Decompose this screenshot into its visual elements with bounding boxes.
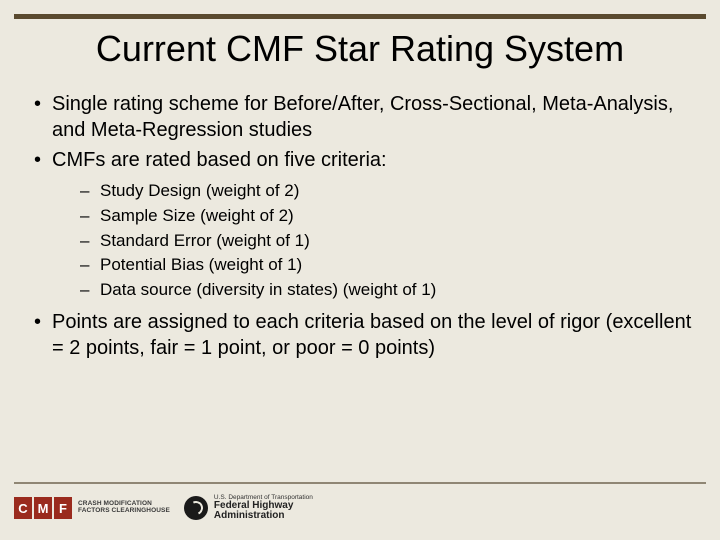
cmf-logo: C M F CRASH MODIFICATION FACTORS CLEARIN… [14, 497, 170, 519]
top-accent-bar [14, 14, 706, 19]
main-bullet-list: Single rating scheme for Before/After, C… [28, 91, 692, 360]
cmf-logo-caption: CRASH MODIFICATION FACTORS CLEARINGHOUSE [78, 501, 170, 515]
footer: C M F CRASH MODIFICATION FACTORS CLEARIN… [14, 482, 706, 526]
slide-title: Current CMF Star Rating System [28, 28, 692, 69]
criteria-item: Study Design (weight of 2) [78, 179, 692, 204]
slide-content: Current CMF Star Rating System Single ra… [0, 28, 720, 365]
bullet-item: Points are assigned to each criteria bas… [28, 309, 692, 361]
bullet-item: Single rating scheme for Before/After, C… [28, 91, 692, 143]
cmf-caption-line: FACTORS CLEARINGHOUSE [78, 508, 170, 515]
cmf-letter: M [34, 497, 52, 519]
criteria-item: Data source (diversity in states) (weigh… [78, 278, 692, 303]
criteria-item: Standard Error (weight of 1) [78, 229, 692, 254]
fhwa-logo: U.S. Department of Transportation Federa… [184, 495, 313, 522]
fhwa-line: Administration [214, 511, 313, 521]
bullet-item: CMFs are rated based on five criteria: S… [28, 147, 692, 302]
bullet-text: CMFs are rated based on five criteria: [52, 149, 387, 171]
cmf-letter: C [14, 497, 32, 519]
criteria-item: Potential Bias (weight of 1) [78, 253, 692, 278]
cmf-logo-boxes: C M F [14, 497, 72, 519]
criteria-list: Study Design (weight of 2) Sample Size (… [78, 179, 692, 302]
criteria-item: Sample Size (weight of 2) [78, 204, 692, 229]
cmf-letter: F [54, 497, 72, 519]
dot-icon [184, 496, 208, 520]
fhwa-text: U.S. Department of Transportation Federa… [214, 495, 313, 522]
